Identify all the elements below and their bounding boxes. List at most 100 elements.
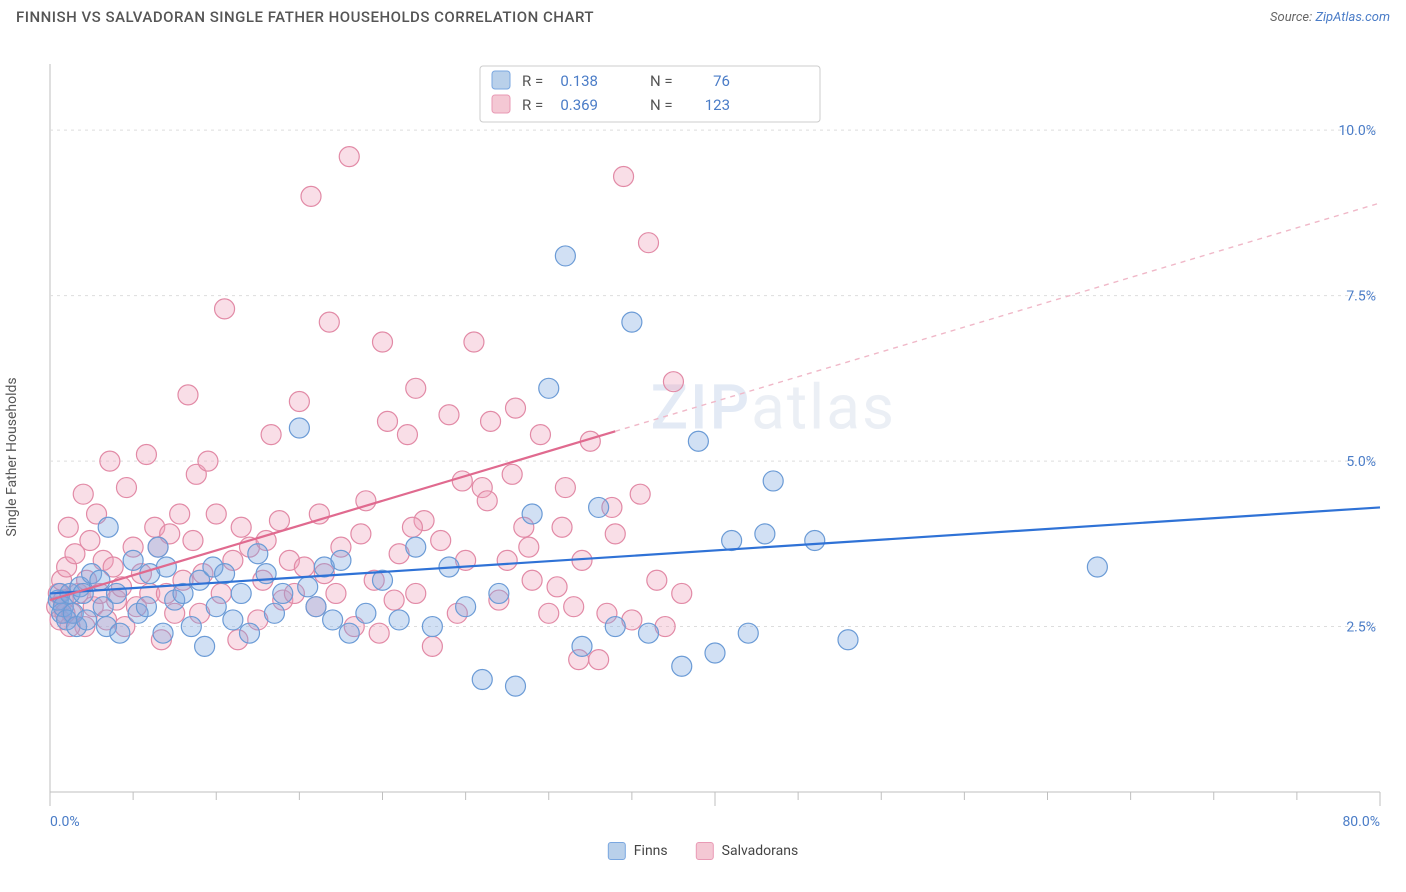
scatter-point: [663, 372, 683, 392]
scatter-point: [136, 444, 156, 464]
scatter-point: [672, 583, 692, 603]
scatter-point: [373, 332, 393, 352]
scatter-point: [377, 411, 397, 431]
svg-text:2.5%: 2.5%: [1346, 620, 1376, 636]
legend-swatch: [492, 71, 510, 89]
scatter-point: [273, 583, 293, 603]
scatter-point: [77, 610, 97, 630]
scatter-point: [605, 524, 625, 544]
scatter-point: [331, 550, 351, 570]
svg-text:5.0%: 5.0%: [1346, 454, 1376, 470]
scatter-point: [261, 425, 281, 445]
scatter-point: [181, 617, 201, 637]
scatter-point: [555, 246, 575, 266]
scatter-point: [198, 451, 218, 471]
scatter-point: [384, 590, 404, 610]
scatter-point: [406, 583, 426, 603]
scatter-point: [289, 418, 309, 438]
scatter-point: [402, 517, 422, 537]
scatter-point: [406, 378, 426, 398]
bottom-legend: Finns Salvadorans: [608, 842, 798, 860]
scatter-point: [326, 583, 346, 603]
scatter-point: [298, 577, 318, 597]
chart-header: FINNISH VS SALVADORAN SINGLE FATHER HOUS…: [0, 0, 1406, 34]
scatter-point: [223, 610, 243, 630]
svg-text:0.369: 0.369: [560, 96, 598, 114]
scatter-point: [73, 583, 93, 603]
scatter-point: [123, 550, 143, 570]
scatter-point: [206, 597, 226, 617]
scatter-point: [522, 570, 542, 590]
legend-label: Finns: [634, 843, 668, 859]
scatter-point: [80, 531, 100, 551]
scatter-point: [339, 623, 359, 643]
scatter-point: [389, 610, 409, 630]
scatter-point: [356, 603, 376, 623]
scatter-point: [805, 531, 825, 551]
scatter-point: [489, 583, 509, 603]
scatter-point: [639, 623, 659, 643]
legend-item: Salvadorans: [696, 842, 799, 860]
scatter-point: [170, 504, 190, 524]
scatter-point: [231, 517, 251, 537]
scatter-point: [555, 478, 575, 498]
scatter-point: [306, 597, 326, 617]
scatter-point: [456, 597, 476, 617]
svg-text:7.5%: 7.5%: [1346, 289, 1376, 305]
svg-text:N =: N =: [650, 72, 673, 90]
scatter-point: [564, 597, 584, 617]
scatter-point: [572, 636, 592, 656]
chart-area: Single Father Households ZIPatlas 2.5%5.…: [0, 34, 1406, 864]
scatter-chart: 2.5%5.0%7.5%10.0%0.0%80.0%R =0.138N =76R…: [40, 34, 1390, 834]
scatter-point: [339, 147, 359, 167]
scatter-point: [323, 610, 343, 630]
scatter-point: [206, 504, 226, 524]
scatter-point: [319, 312, 339, 332]
scatter-point: [738, 623, 758, 643]
scatter-point: [148, 537, 168, 557]
legend-swatch: [492, 95, 510, 113]
scatter-point: [100, 451, 120, 471]
scatter-point: [1087, 557, 1107, 577]
scatter-point: [639, 233, 659, 253]
scatter-point: [589, 650, 609, 670]
scatter-point: [301, 186, 321, 206]
scatter-point: [136, 597, 156, 617]
scatter-point: [630, 484, 650, 504]
scatter-point: [522, 504, 542, 524]
scatter-point: [369, 623, 389, 643]
scatter-point: [153, 623, 173, 643]
scatter-point: [289, 392, 309, 412]
scatter-point: [539, 603, 559, 623]
scatter-point: [173, 583, 193, 603]
legend-item: Finns: [608, 842, 668, 860]
scatter-point: [422, 636, 442, 656]
scatter-point: [530, 425, 550, 445]
scatter-point: [477, 491, 497, 511]
scatter-point: [406, 537, 426, 557]
svg-text:0.0%: 0.0%: [50, 814, 80, 830]
scatter-point: [98, 517, 118, 537]
scatter-point: [755, 524, 775, 544]
source-link[interactable]: ZipAtlas.com: [1315, 10, 1390, 25]
scatter-point: [264, 603, 284, 623]
legend-label: Salvadorans: [722, 843, 799, 859]
scatter-point: [722, 531, 742, 551]
svg-text:123: 123: [705, 96, 730, 114]
chart-source: Source: ZipAtlas.com: [1270, 10, 1390, 25]
scatter-point: [539, 378, 559, 398]
scatter-point: [589, 497, 609, 517]
scatter-point: [481, 411, 501, 431]
scatter-point: [547, 577, 567, 597]
legend-swatch: [696, 842, 714, 860]
scatter-point: [397, 425, 417, 445]
scatter-point: [351, 524, 371, 544]
scatter-point: [110, 623, 130, 643]
scatter-point: [763, 471, 783, 491]
scatter-point: [231, 583, 251, 603]
scatter-point: [195, 636, 215, 656]
scatter-point: [622, 312, 642, 332]
scatter-point: [439, 405, 459, 425]
scatter-point: [269, 511, 289, 531]
scatter-point: [431, 531, 451, 551]
